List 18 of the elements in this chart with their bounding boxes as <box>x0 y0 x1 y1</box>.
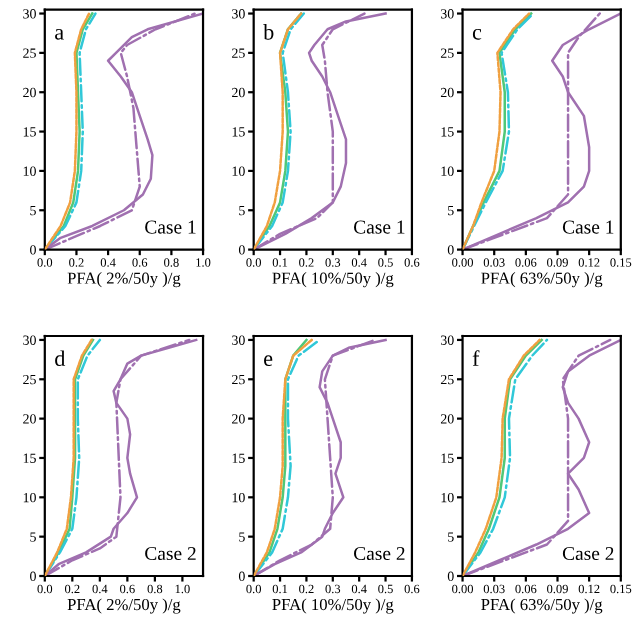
annotation: Case 2 <box>145 546 196 561</box>
x-axis-title: PFA( 2%/50y )/g <box>67 598 181 614</box>
x-axis-title: PFA( 10%/50y )/g <box>272 598 394 614</box>
x-axis-title: PFA( 10%/50y )/g <box>272 272 394 288</box>
annotation: Case 1 <box>354 220 405 234</box>
text: d <box>55 350 66 367</box>
x-axis-title: PFA( 63%/50y )/g <box>481 272 603 288</box>
annotation: Case 1 <box>562 220 614 234</box>
x-axis-title: PFA( 63%/50y )/g <box>481 598 603 614</box>
annotation: Case 2 <box>354 546 405 561</box>
text: a <box>55 28 64 40</box>
annotation: Case 1 <box>145 220 196 234</box>
text: b <box>263 24 274 40</box>
x-axis-title: PFA( 2%/50y )/g <box>67 272 181 288</box>
chart-title: f <box>472 350 480 366</box>
text: c <box>472 28 482 40</box>
text: e <box>264 355 273 367</box>
annotation: Case 2 <box>562 546 614 561</box>
